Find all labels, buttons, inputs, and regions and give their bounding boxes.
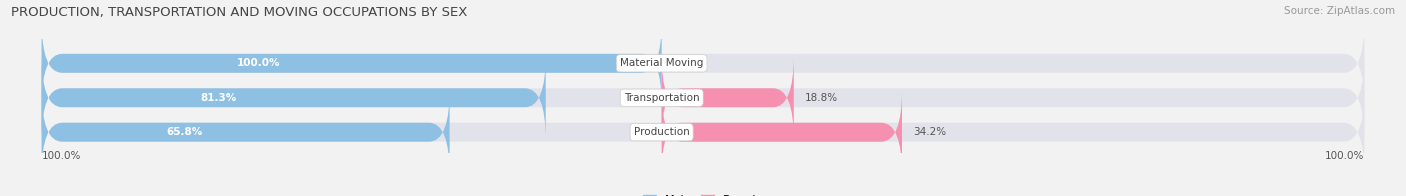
Text: 100.0%: 100.0%	[236, 58, 280, 68]
Text: 81.3%: 81.3%	[200, 93, 236, 103]
Text: 100.0%: 100.0%	[1324, 151, 1364, 161]
Text: 18.8%: 18.8%	[804, 93, 838, 103]
FancyBboxPatch shape	[42, 55, 1364, 140]
Text: Transportation: Transportation	[624, 93, 699, 103]
Text: 100.0%: 100.0%	[42, 151, 82, 161]
Text: 65.8%: 65.8%	[166, 127, 202, 137]
Text: Production: Production	[634, 127, 689, 137]
Text: PRODUCTION, TRANSPORTATION AND MOVING OCCUPATIONS BY SEX: PRODUCTION, TRANSPORTATION AND MOVING OC…	[11, 6, 468, 19]
Text: 0.0%: 0.0%	[672, 58, 699, 68]
Text: Source: ZipAtlas.com: Source: ZipAtlas.com	[1284, 6, 1395, 16]
FancyBboxPatch shape	[42, 21, 662, 105]
FancyBboxPatch shape	[662, 90, 903, 174]
FancyBboxPatch shape	[42, 90, 450, 174]
Legend: Male, Female: Male, Female	[638, 190, 768, 196]
Text: Material Moving: Material Moving	[620, 58, 703, 68]
FancyBboxPatch shape	[662, 55, 794, 140]
FancyBboxPatch shape	[42, 21, 1364, 105]
FancyBboxPatch shape	[42, 90, 1364, 174]
Text: 34.2%: 34.2%	[912, 127, 946, 137]
FancyBboxPatch shape	[42, 55, 546, 140]
